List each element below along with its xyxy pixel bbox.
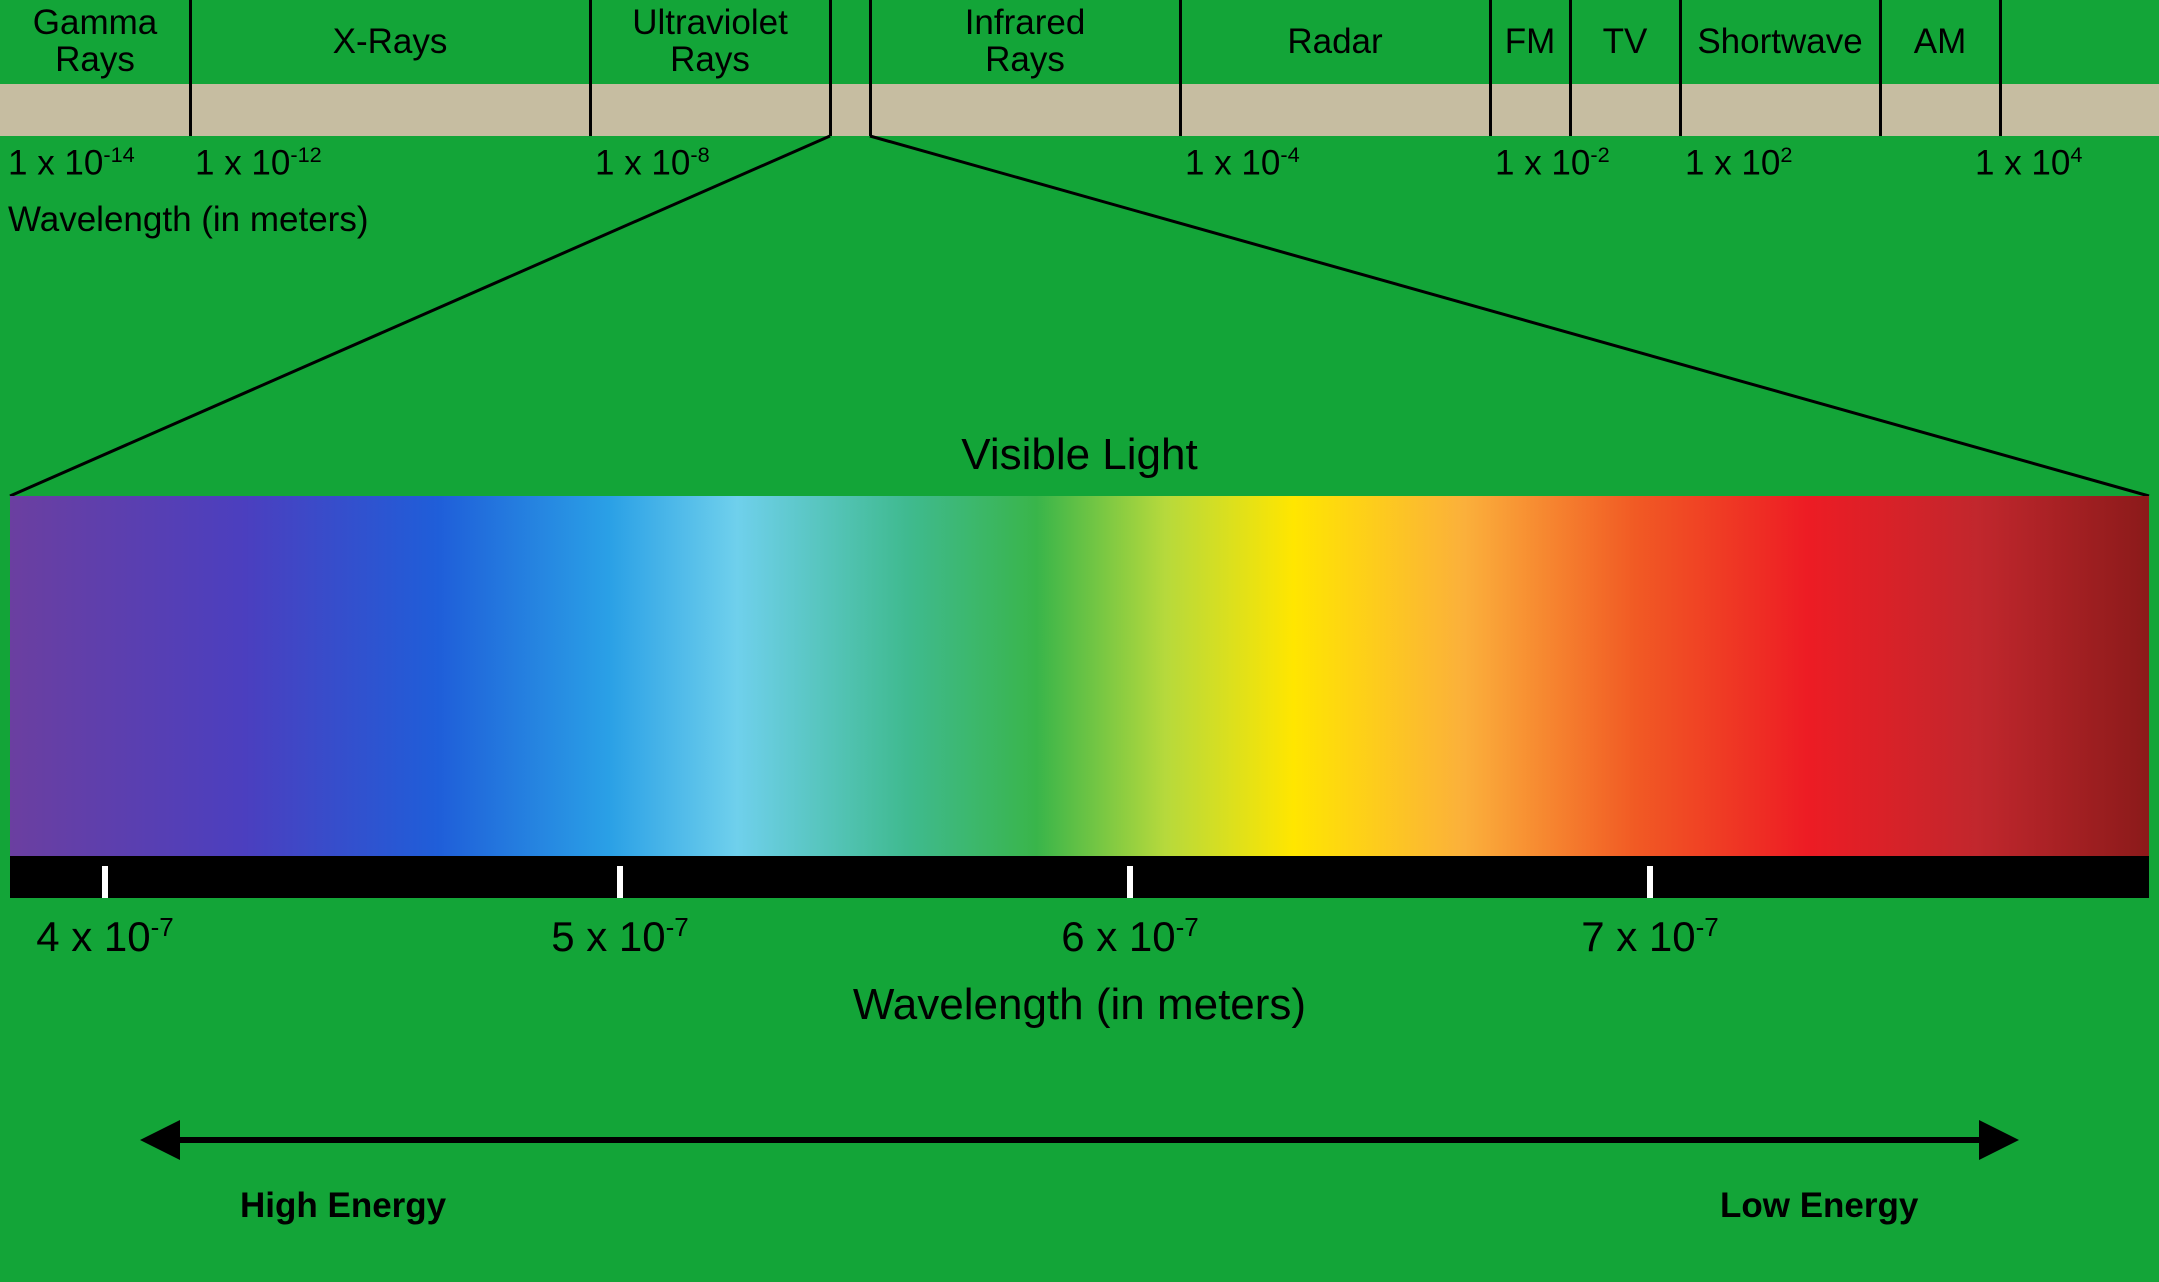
- visible-tick-mark-2: [1127, 866, 1133, 898]
- divider-1: [589, 0, 592, 136]
- visible-tick-label-2: 6 x 10-7: [1061, 912, 1199, 961]
- top-tick-5: 1 x 102: [1685, 142, 1792, 184]
- top-tick-1: 1 x 10-12: [195, 142, 322, 184]
- divider-9: [1999, 0, 2002, 136]
- em-spectrum-bar: [0, 84, 2159, 136]
- visible-light-title: Visible Light: [0, 430, 2159, 480]
- band-label-4: Infrared Rays: [870, 0, 1180, 84]
- top-tick-0: 1 x 10-14: [8, 142, 135, 184]
- visible-tick-mark-0: [102, 866, 108, 898]
- top-tick-6: 1 x 104: [1975, 142, 2082, 184]
- top-tick-4: 1 x 10-2: [1495, 142, 1610, 184]
- low-energy-label: Low Energy: [1720, 1186, 1918, 1226]
- band-label-1: X-Rays: [190, 0, 590, 84]
- divider-5: [1489, 0, 1492, 136]
- visible-wavelength-caption: Wavelength (in meters): [0, 980, 2159, 1030]
- top-wavelength-caption: Wavelength (in meters): [8, 200, 369, 240]
- visible-tick-mark-3: [1647, 866, 1653, 898]
- band-label-2: Ultraviolet Rays: [590, 0, 830, 84]
- visible-scale-bar: [10, 856, 2149, 898]
- visible-tick-mark-1: [617, 866, 623, 898]
- high-energy-label: High Energy: [240, 1186, 446, 1226]
- band-label-5: Radar: [1180, 0, 1490, 84]
- band-label-7: TV: [1570, 0, 1680, 84]
- top-tick-3: 1 x 10-4: [1185, 142, 1300, 184]
- band-label-0: Gamma Rays: [0, 0, 190, 84]
- divider-3: [869, 0, 872, 136]
- visible-tick-label-1: 5 x 10-7: [551, 912, 689, 961]
- visible-tick-label-3: 7 x 10-7: [1581, 912, 1719, 961]
- divider-7: [1679, 0, 1682, 136]
- visible-spectrum-gradient: [10, 496, 2149, 856]
- divider-2: [829, 0, 832, 136]
- band-label-9: AM: [1880, 0, 2000, 84]
- divider-8: [1879, 0, 1882, 136]
- visible-tick-label-0: 4 x 10-7: [36, 912, 174, 961]
- divider-6: [1569, 0, 1572, 136]
- band-label-6: FM: [1490, 0, 1570, 84]
- band-label-8: Shortwave: [1680, 0, 1880, 84]
- top-tick-2: 1 x 10-8: [595, 142, 710, 184]
- divider-0: [189, 0, 192, 136]
- divider-4: [1179, 0, 1182, 136]
